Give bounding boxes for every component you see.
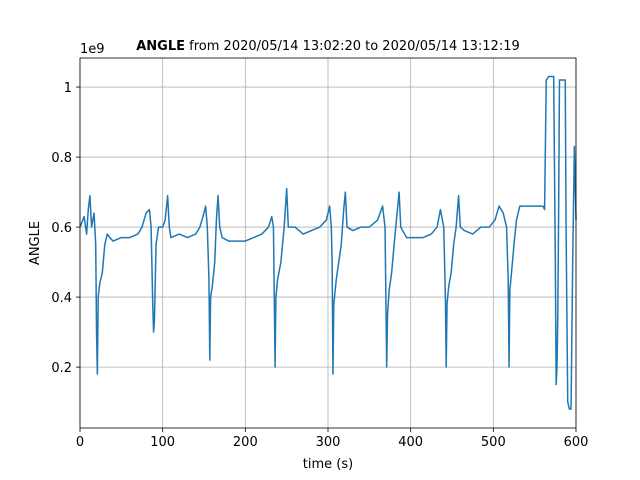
x-axis-label: time (s)	[303, 457, 353, 472]
y-tick-label: 0.4	[51, 291, 72, 306]
y-axis-label: ANGLE	[28, 221, 43, 265]
data-line	[79, 75, 577, 410]
y-offset-label: 1e9	[80, 42, 105, 57]
x-tick-label: 400	[398, 435, 423, 450]
x-tick-label: 500	[481, 435, 506, 450]
title-bold: ANGLE	[136, 39, 185, 54]
y-tick-label: 0.8	[51, 151, 72, 166]
x-tick-label: 200	[233, 435, 258, 450]
title-rest: from 2020/05/14 13:02:20 to 2020/05/14 1…	[189, 39, 520, 54]
x-tick-label: 100	[150, 435, 175, 450]
plot-frame	[79, 57, 577, 429]
y-tick-label: 1	[64, 81, 72, 96]
chart-title: ANGLE from 2020/05/14 13:02:20 to 2020/0…	[136, 39, 520, 54]
x-tick-label: 600	[564, 435, 589, 450]
x-tick-label: 0	[76, 435, 84, 450]
x-tick-label: 300	[316, 435, 341, 450]
y-tick-label: 0.6	[51, 221, 72, 236]
y-tick-label: 0.2	[51, 361, 72, 376]
